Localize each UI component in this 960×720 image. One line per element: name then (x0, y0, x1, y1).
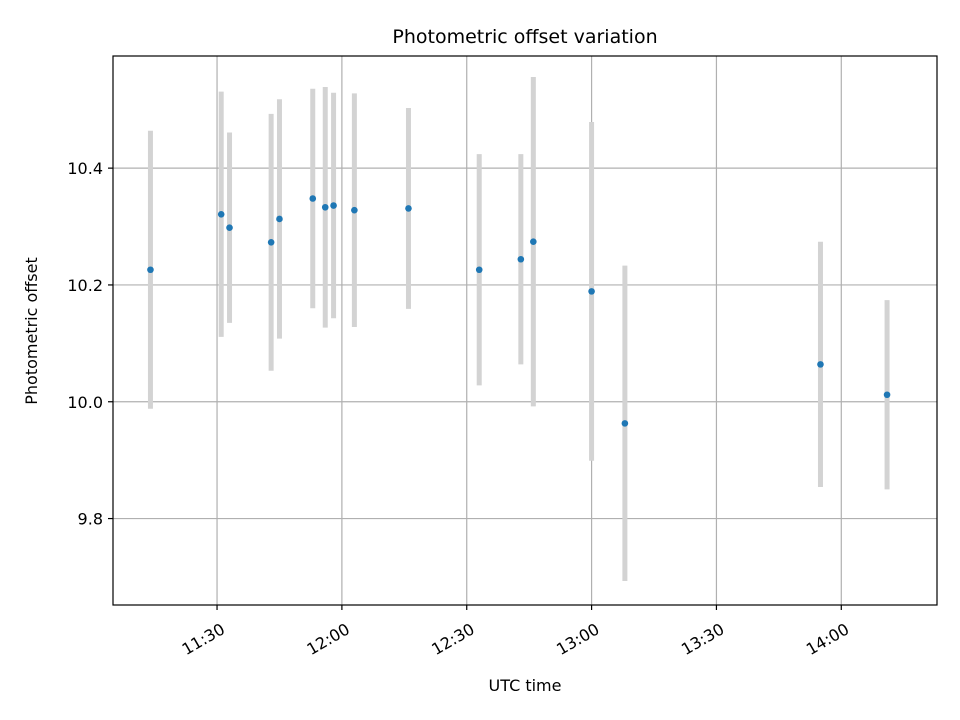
data-point (217, 210, 225, 218)
data-point (276, 215, 283, 223)
data-points (147, 195, 891, 427)
plot-frame (112, 55, 938, 606)
y-tick-label: 10.2 (67, 276, 103, 295)
data-point (588, 288, 595, 295)
y-axis: 9.8 10.0 10.2 10.4 (67, 159, 113, 529)
x-axis-title: UTC time (489, 676, 562, 695)
data-point (226, 224, 233, 232)
data-point (817, 361, 824, 368)
data-point (309, 195, 317, 202)
data-point (405, 205, 412, 212)
data-point (351, 206, 358, 214)
data-point (530, 238, 537, 246)
y-axis-title: Photometric offset (22, 257, 41, 405)
data-point (621, 420, 629, 427)
data-point (321, 203, 329, 211)
data-point (147, 266, 154, 274)
data-point (330, 202, 337, 209)
data-point (517, 255, 525, 263)
data-point (267, 239, 275, 246)
data-point (475, 266, 483, 274)
y-tick-label: 10.4 (67, 159, 103, 178)
y-tick-label: 10.0 (67, 393, 103, 412)
data-point (883, 391, 891, 399)
grid (113, 56, 937, 605)
y-tick-label: 9.8 (78, 510, 103, 529)
chart-title: Photometric offset variation (392, 26, 657, 48)
